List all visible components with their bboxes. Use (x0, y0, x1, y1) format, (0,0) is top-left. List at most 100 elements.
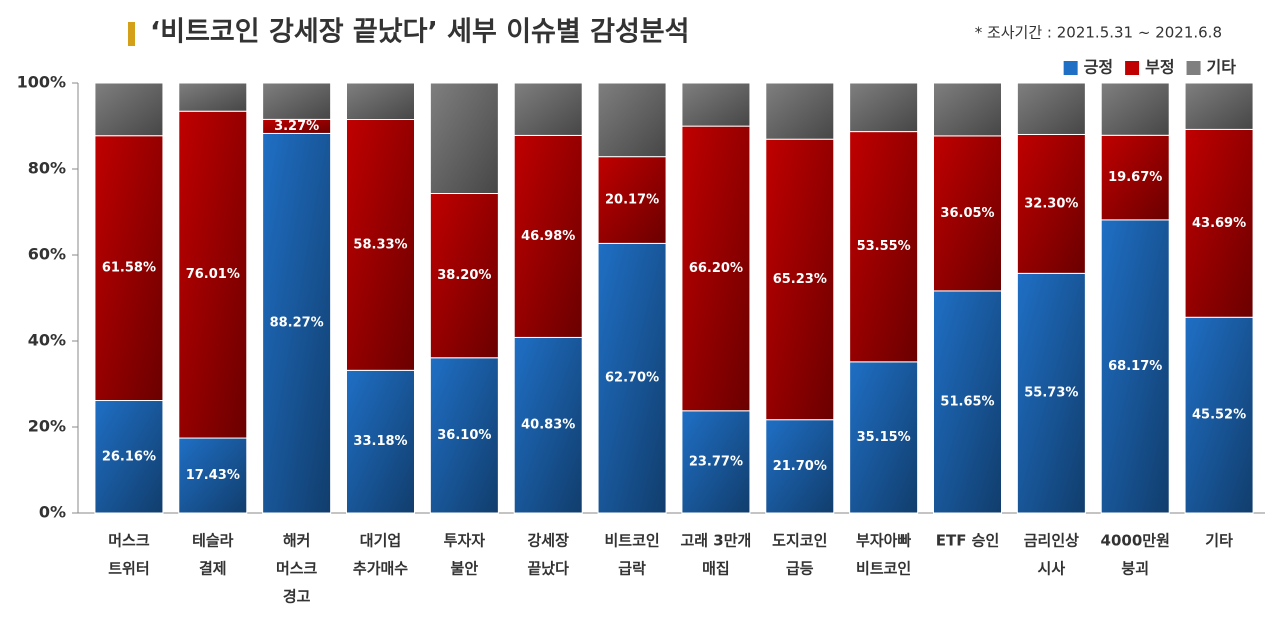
bar-segment (513, 336, 583, 514)
x-tick-label: 해커 (283, 532, 311, 550)
x-tick-label: 급락 (618, 560, 646, 578)
y-tick-label: 100% (17, 73, 66, 92)
bar-segment (94, 400, 164, 514)
legend-label: 긍정 (1084, 58, 1113, 77)
bar-segment (1016, 133, 1086, 274)
x-tick-label: 기타 (1205, 532, 1233, 550)
bar-segment (513, 82, 583, 136)
y-tick-label: 20% (28, 417, 66, 436)
title-marker (128, 22, 135, 46)
data-label: 26.16% (102, 449, 156, 464)
x-tick-label: 금리인상 (1024, 532, 1079, 550)
legend-label: 기타 (1207, 58, 1237, 77)
bar-segment (346, 119, 415, 371)
bar-segment (933, 290, 1002, 514)
data-label: 19.67% (1108, 170, 1162, 185)
bar-segment (849, 361, 919, 514)
bar-segment (1184, 82, 1254, 130)
data-label: 53.55% (857, 239, 911, 254)
chart-title: ‘비트코인 강세장 끝났다’ 세부 이슈별 감성분석 (150, 17, 689, 48)
y-tick-label: 40% (28, 331, 66, 350)
bar-segment (178, 82, 248, 112)
bar-segment (765, 138, 835, 421)
x-tick-label: ETF 승인 (936, 532, 1000, 550)
legend-swatch (1186, 61, 1201, 75)
bar-segment (429, 193, 499, 359)
bar-segment (429, 82, 499, 195)
bar-segment (933, 82, 1002, 137)
x-tick-label: 끝났다 (528, 560, 570, 578)
x-tick-label: 시사 (1038, 560, 1066, 578)
note: * 조사기간 : 2021.5.31 ~ 2021.6.8 (975, 24, 1222, 42)
x-tick-label: 매집 (702, 560, 730, 578)
y-tick-label: 0% (39, 503, 66, 522)
bar-segment (1100, 134, 1170, 221)
x-tick-label: 부자아빠 (856, 532, 911, 550)
bar-segment (1100, 219, 1170, 514)
legend-swatch (1063, 61, 1078, 75)
bar-segment (597, 156, 667, 244)
data-label: 36.10% (437, 428, 491, 443)
data-label: 33.18% (353, 434, 407, 449)
bar-segment (765, 82, 835, 140)
x-tick-label: 머스크 (276, 560, 318, 578)
data-label: 88.27% (270, 316, 324, 331)
data-label: 45.52% (1192, 408, 1246, 423)
data-label: 40.83% (521, 418, 575, 433)
x-tick-label: 강세장 (528, 532, 570, 550)
data-label: 68.17% (1108, 359, 1162, 374)
bar-segment (346, 82, 415, 121)
data-label: 62.70% (605, 371, 659, 386)
bar-segment (681, 125, 751, 412)
data-label: 38.20% (437, 268, 491, 283)
data-label: 35.15% (857, 430, 911, 445)
bar-segment (1100, 82, 1170, 136)
data-label: 66.20% (689, 261, 743, 276)
x-tick-label: 4000만원 (1101, 532, 1170, 550)
data-label: 46.98% (521, 229, 575, 244)
x-tick-label: 투자자 (444, 532, 486, 550)
legend-label: 부정 (1145, 58, 1174, 77)
bar-segment (1016, 82, 1086, 135)
x-tick-label: 고래 3만개 (680, 532, 751, 550)
data-label: 55.73% (1024, 386, 1078, 401)
x-tick-label: 비트코인 (856, 560, 911, 578)
legend-swatch (1125, 61, 1140, 75)
data-label: 51.65% (940, 394, 994, 409)
y-tick-label: 60% (28, 245, 66, 264)
bar-segment (681, 82, 751, 127)
x-tick-label: 도지코인 (772, 532, 827, 550)
x-tick-label: 머스크 (108, 532, 150, 550)
bar-segment (94, 135, 164, 402)
x-tick-label: 테슬라 (192, 532, 234, 550)
data-label: 3.27% (274, 119, 319, 134)
data-label: 17.43% (186, 468, 240, 483)
x-tick-label: 대기업 (360, 532, 401, 550)
data-label: 61.58% (102, 261, 156, 276)
x-tick-label: 경고 (283, 588, 311, 606)
data-label: 36.05% (940, 206, 994, 221)
data-label: 58.33% (353, 237, 407, 252)
bar-segment (765, 419, 835, 514)
x-tick-label: 붕괴 (1121, 560, 1149, 578)
x-tick-label: 결제 (199, 560, 227, 578)
data-label: 65.23% (773, 272, 827, 287)
bar-segment (178, 110, 248, 439)
x-tick-label: 불안 (451, 560, 479, 578)
data-label: 32.30% (1024, 196, 1078, 211)
data-label: 43.69% (1192, 216, 1246, 231)
data-label: 23.77% (689, 454, 743, 469)
data-label: 76.01% (186, 267, 240, 282)
y-tick-label: 80% (28, 159, 66, 178)
data-label: 21.70% (773, 459, 827, 474)
bar-segment (1016, 272, 1086, 514)
x-tick-label: 비트코인 (604, 532, 659, 550)
x-tick-label: 추가매수 (353, 560, 408, 578)
bar-segment (933, 135, 1002, 292)
bar-segment (94, 82, 164, 137)
bar-segment (597, 242, 667, 514)
bar-segment (262, 132, 332, 514)
x-tick-label: 급등 (786, 560, 814, 578)
